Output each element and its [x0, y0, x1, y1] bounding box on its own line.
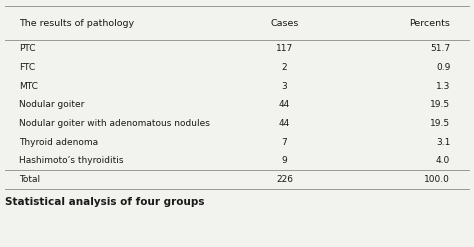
Text: 19.5: 19.5 — [430, 100, 450, 109]
Text: 9: 9 — [282, 156, 287, 165]
Text: 0.9: 0.9 — [436, 63, 450, 72]
Text: 2: 2 — [282, 63, 287, 72]
Text: Total: Total — [19, 175, 40, 184]
Text: 226: 226 — [276, 175, 293, 184]
Text: Thyroid adenoma: Thyroid adenoma — [19, 138, 98, 146]
Text: The results of pathology: The results of pathology — [19, 19, 134, 28]
Text: Cases: Cases — [270, 19, 299, 28]
Text: 44: 44 — [279, 119, 290, 128]
Text: Nodular goiter: Nodular goiter — [19, 100, 84, 109]
Text: 51.7: 51.7 — [430, 44, 450, 53]
Text: Nodular goiter with adenomatous nodules: Nodular goiter with adenomatous nodules — [19, 119, 210, 128]
Text: 3.1: 3.1 — [436, 138, 450, 146]
Text: FTC: FTC — [19, 63, 35, 72]
Text: PTC: PTC — [19, 44, 36, 53]
Text: 4.0: 4.0 — [436, 156, 450, 165]
Text: 44: 44 — [279, 100, 290, 109]
Text: 3: 3 — [282, 82, 287, 91]
Text: Statistical analysis of four groups: Statistical analysis of four groups — [5, 197, 204, 207]
Text: 117: 117 — [276, 44, 293, 53]
Text: Percents: Percents — [410, 19, 450, 28]
Text: 100.0: 100.0 — [424, 175, 450, 184]
Text: 1.3: 1.3 — [436, 82, 450, 91]
Text: 7: 7 — [282, 138, 287, 146]
Text: 19.5: 19.5 — [430, 119, 450, 128]
Text: Hashimoto’s thyroiditis: Hashimoto’s thyroiditis — [19, 156, 123, 165]
Text: MTC: MTC — [19, 82, 38, 91]
